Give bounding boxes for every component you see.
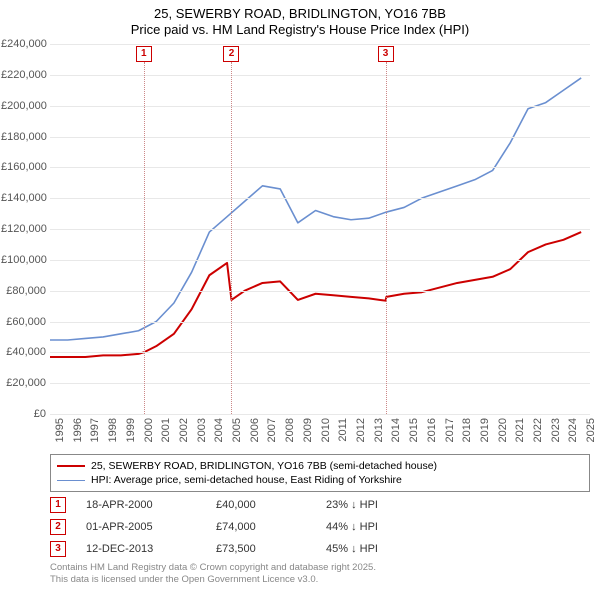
gridline-h (50, 198, 590, 199)
xtick-label: 2020 (497, 418, 509, 442)
ytick-label: £120,000 (1, 223, 46, 235)
xtick-label: 2016 (426, 418, 438, 442)
gridline-h (50, 167, 590, 168)
xtick-label: 2005 (231, 418, 243, 442)
footer-line-1: Contains HM Land Registry data © Crown c… (50, 562, 376, 574)
xtick-label: 1998 (107, 418, 119, 442)
xtick-label: 2024 (567, 418, 579, 442)
xtick-label: 2023 (550, 418, 562, 442)
legend-row-2: HPI: Average price, semi-detached house,… (57, 473, 583, 487)
legend-label-hpi: HPI: Average price, semi-detached house,… (91, 473, 402, 487)
ytick-label: £60,000 (1, 316, 46, 328)
ytick-label: £200,000 (1, 100, 46, 112)
legend-row-1: 25, SEWERBY ROAD, BRIDLINGTON, YO16 7BB … (57, 459, 583, 473)
ytick-label: £40,000 (1, 346, 46, 358)
legend-label-price-paid: 25, SEWERBY ROAD, BRIDLINGTON, YO16 7BB … (91, 459, 437, 473)
xtick-label: 2004 (213, 418, 225, 442)
xtick-label: 2013 (373, 418, 385, 442)
ytick-label: £220,000 (1, 69, 46, 81)
title-line-1: 25, SEWERBY ROAD, BRIDLINGTON, YO16 7BB (0, 6, 600, 22)
xtick-label: 2022 (532, 418, 544, 442)
xtick-label: 2025 (585, 418, 597, 442)
title-line-2: Price paid vs. HM Land Registry's House … (0, 22, 600, 38)
ytick-label: £240,000 (1, 38, 46, 50)
gridline-h (50, 383, 590, 384)
ytick-label: £180,000 (1, 131, 46, 143)
gridline-h (50, 137, 590, 138)
ytick-label: £160,000 (1, 161, 46, 173)
sale-marker-line (386, 62, 387, 414)
xtick-label: 1995 (54, 418, 66, 442)
xtick-label: 2008 (284, 418, 296, 442)
sale-price-1: £40,000 (216, 499, 306, 511)
xtick-label: 2014 (390, 418, 402, 442)
sale-marker-line (144, 62, 145, 414)
gridline-h (50, 291, 590, 292)
sale-marker-box: 3 (378, 46, 394, 62)
xtick-label: 2001 (160, 418, 172, 442)
gridline-h (50, 44, 590, 45)
title-block: 25, SEWERBY ROAD, BRIDLINGTON, YO16 7BB … (0, 0, 600, 39)
series-price_paid (50, 232, 581, 357)
xtick-label: 2007 (266, 418, 278, 442)
sale-row-2: 2 01-APR-2005 £74,000 44% ↓ HPI (50, 519, 590, 535)
gridline-h (50, 229, 590, 230)
gridline-h (50, 414, 590, 415)
series-hpi (50, 78, 581, 340)
gridline-h (50, 352, 590, 353)
sale-delta-1: 23% ↓ HPI (326, 499, 378, 511)
xtick-label: 1999 (125, 418, 137, 442)
footer-note: Contains HM Land Registry data © Crown c… (50, 562, 376, 586)
xtick-label: 2017 (444, 418, 456, 442)
ytick-label: £20,000 (1, 377, 46, 389)
sales-block: 1 18-APR-2000 £40,000 23% ↓ HPI 2 01-APR… (50, 497, 590, 563)
sale-date-2: 01-APR-2005 (86, 521, 196, 533)
sale-marker-box: 2 (223, 46, 239, 62)
chart-plot-area: £0£20,000£40,000£60,000£80,000£100,000£1… (50, 44, 590, 414)
footer-line-2: This data is licensed under the Open Gov… (50, 574, 376, 586)
sale-marker-box: 1 (136, 46, 152, 62)
sale-marker-3: 3 (50, 541, 66, 557)
legend-swatch-price-paid (57, 465, 85, 467)
chart-container: 25, SEWERBY ROAD, BRIDLINGTON, YO16 7BB … (0, 0, 600, 590)
xtick-label: 2010 (320, 418, 332, 442)
legend-swatch-hpi (57, 480, 85, 481)
sale-price-2: £74,000 (216, 521, 306, 533)
xtick-label: 2012 (355, 418, 367, 442)
xtick-label: 2011 (337, 418, 349, 442)
xtick-label: 1997 (89, 418, 101, 442)
sale-delta-2: 44% ↓ HPI (326, 521, 378, 533)
sale-marker-2: 2 (50, 519, 66, 535)
legend-box: 25, SEWERBY ROAD, BRIDLINGTON, YO16 7BB … (50, 454, 590, 492)
xtick-label: 2019 (479, 418, 491, 442)
ytick-label: £0 (1, 408, 46, 420)
xtick-label: 1996 (72, 418, 84, 442)
gridline-h (50, 106, 590, 107)
sale-marker-line (231, 62, 232, 414)
gridline-h (50, 322, 590, 323)
xtick-label: 2018 (461, 418, 473, 442)
xtick-label: 2009 (302, 418, 314, 442)
xtick-label: 2002 (178, 418, 190, 442)
sale-price-3: £73,500 (216, 543, 306, 555)
gridline-h (50, 260, 590, 261)
sale-delta-3: 45% ↓ HPI (326, 543, 378, 555)
gridline-h (50, 75, 590, 76)
xtick-label: 2006 (249, 418, 261, 442)
ytick-label: £140,000 (1, 192, 46, 204)
ytick-label: £100,000 (1, 254, 46, 266)
sale-row-3: 3 12-DEC-2013 £73,500 45% ↓ HPI (50, 541, 590, 557)
xtick-label: 2000 (143, 418, 155, 442)
xtick-label: 2021 (514, 418, 526, 442)
xtick-label: 2003 (196, 418, 208, 442)
sale-date-3: 12-DEC-2013 (86, 543, 196, 555)
xtick-label: 2015 (408, 418, 420, 442)
sale-date-1: 18-APR-2000 (86, 499, 196, 511)
sale-row-1: 1 18-APR-2000 £40,000 23% ↓ HPI (50, 497, 590, 513)
ytick-label: £80,000 (1, 285, 46, 297)
sale-marker-1: 1 (50, 497, 66, 513)
